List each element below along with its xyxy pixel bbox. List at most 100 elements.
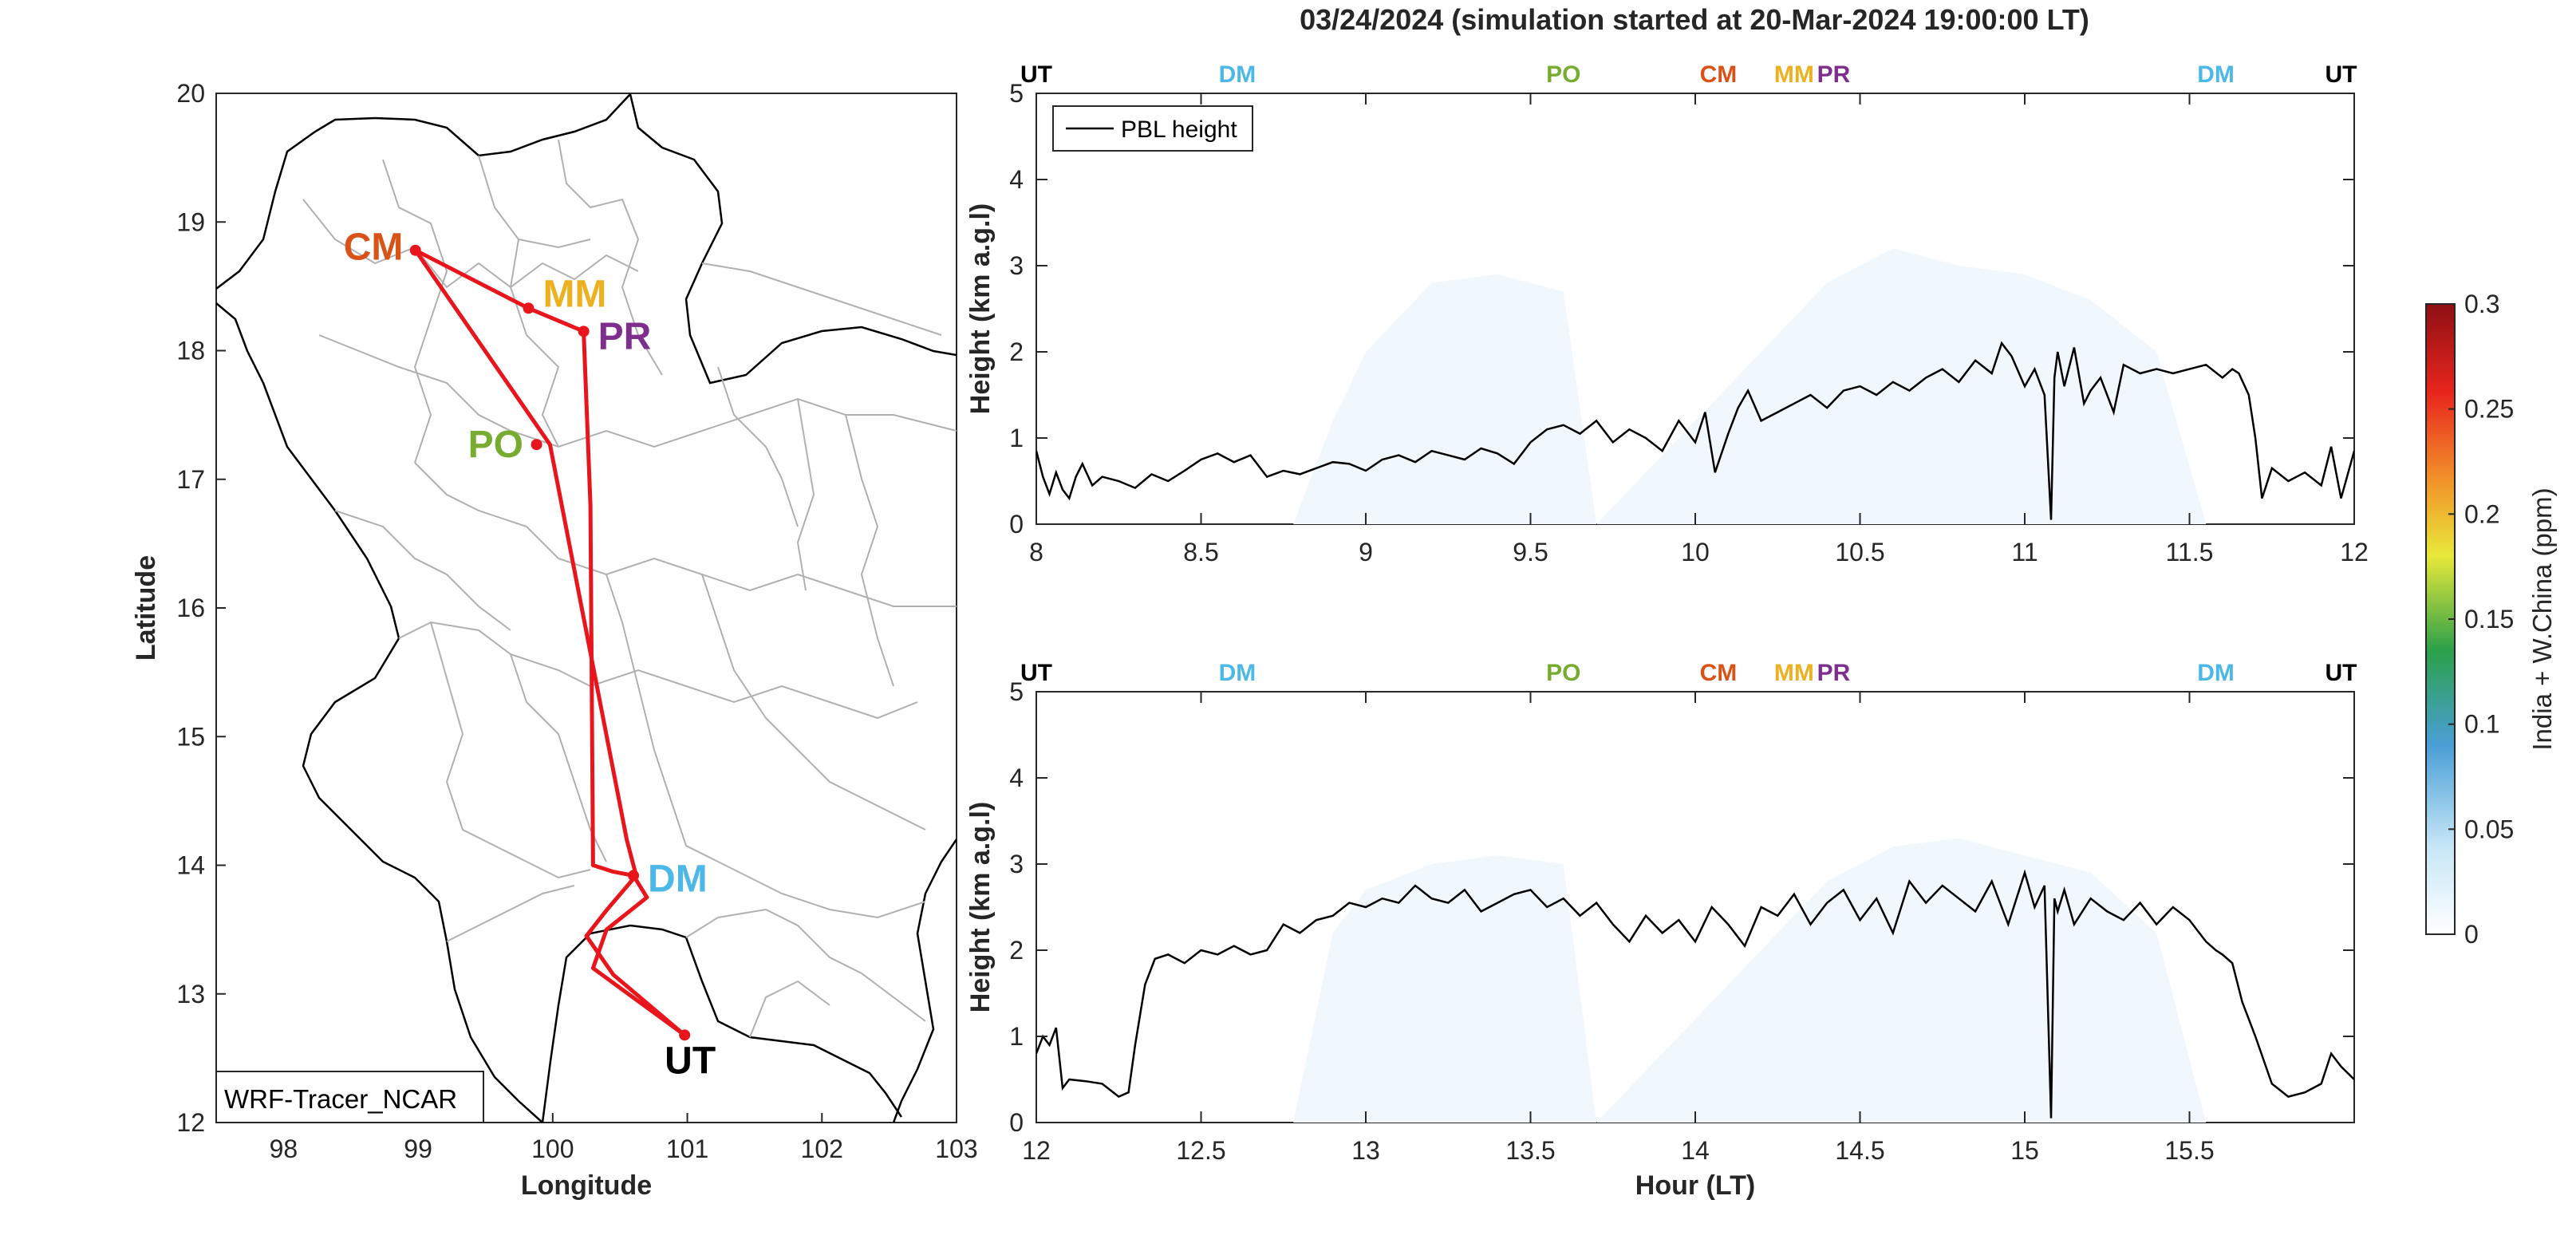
bottom-y-ticks: 0 1 2 3 4 5 [1009,677,2354,1137]
top-x-tick-label: 11.5 [2166,538,2214,566]
top-x-tick-label: 9 [1359,538,1373,566]
map-x-tick-label: 102 [801,1135,843,1163]
map-y-tick-label: 18 [176,337,205,365]
map-y-tick-label: 13 [176,980,205,1008]
top-x-tick-label: 8 [1029,538,1043,566]
top-x-tick-label: 11 [2011,538,2038,566]
top-station-label-pr: PR [1817,61,1851,88]
station-label-cm: CM [344,227,404,269]
top-station-labels: UT DM PO CM MM PR DM UT [1020,61,2357,88]
bottom-x-tick-label: 15 [2010,1136,2039,1165]
colorbar-tick-label: 0.2 [2464,499,2499,528]
bottom-y-tick-label: 4 [1009,764,1024,792]
map-x-tick-label: 103 [935,1135,977,1163]
top-y-label: Height (km a.g.l) [965,203,996,414]
top-x-tick-label: 10 [1681,538,1710,566]
map-y-label: Latitude [131,555,161,661]
top-x-tick-label: 10.5 [1835,538,1884,566]
map-y-tick-label: 19 [176,207,205,236]
bottom-station-label-dm: DM [1219,660,1256,686]
bottom-station-label-dm: DM [2197,660,2235,686]
station-label-dm: DM [648,858,708,900]
station-label-pr: PR [598,315,652,357]
map-x-tick-label: 100 [531,1135,574,1163]
station-label-ut: UT [665,1040,716,1082]
station-marker-ut [679,1029,691,1041]
map-legend-box [215,1071,484,1123]
bottom-tracer-shading [1293,838,2207,1123]
map-y-ticks: 12 13 14 15 16 17 18 19 20 [176,79,226,1137]
top-y-tick-label: 4 [1009,165,1024,194]
bottom-x-tick-label: 15.5 [2164,1136,2214,1165]
top-y-tick-label: 0 [1009,510,1024,539]
bottom-station-label-pr: PR [1817,660,1851,686]
map-y-tick-label: 12 [176,1108,205,1137]
colorbar: 0 0.05 0.1 0.15 0.2 0.25 0.3 India + W.China (… [2425,290,2557,949]
top-y-tick-label: 1 [1009,424,1024,452]
colorbar-label: India + W.China (ppm) [2527,487,2557,750]
top-station-label-cm: CM [1700,61,1738,88]
map-legend-text: WRF-Tracer_NCAR [224,1084,457,1114]
bottom-x-ticks: 12 12.5 13 13.5 14 14.5 15 15.5 [1022,692,2215,1165]
bottom-x-label: Hour (LT) [1635,1170,1755,1201]
colorbar-tick-label: 0.05 [2464,815,2514,843]
bottom-y-tick-label: 2 [1009,936,1024,965]
top-x-tick-label: 9.5 [1513,538,1548,566]
map-y-tick-label: 17 [176,465,205,494]
map-y-tick-label: 14 [176,851,205,880]
colorbar-tick-label: 0 [2464,920,2479,949]
country-border [216,93,957,1123]
top-station-label-dm: DM [2197,61,2235,88]
map-axes-box [215,93,957,1123]
top-x-tick-label: 8.5 [1183,538,1218,566]
bottom-pbl-line [1036,869,2354,1119]
station-marker-mm [523,302,535,314]
map-x-tick-label: 101 [666,1135,708,1163]
top-x-tick-label: 12 [2340,538,2369,566]
bottom-x-tick-label: 12 [1022,1136,1051,1165]
bottom-y-tick-label: 1 [1009,1022,1024,1051]
map-y-tick-label: 15 [176,722,205,751]
top-station-label-ut: UT [1020,61,1052,88]
station-marker-pr [578,326,590,337]
bottom-x-tick-label: 13 [1351,1136,1380,1165]
top-y-ticks: 0 1 2 3 4 5 [1009,79,2354,539]
bottom-station-label-ut: UT [1020,660,1052,686]
map-x-label: Longitude [521,1170,652,1201]
station-marker-cm [409,244,421,256]
bottom-y-tick-label: 0 [1009,1108,1024,1137]
figure-title: 03/24/2024 (simulation started at 20-Mar… [1300,3,2089,36]
map-x-ticks: 98 99 100 101 102 103 [270,1113,978,1163]
colorbar-ticks: 0 0.05 0.1 0.15 0.2 0.25 0.3 [2448,290,2514,949]
top-station-label-mm: MM [1774,61,1814,88]
top-y-tick-label: 2 [1009,337,1024,366]
coastline [541,924,903,1123]
top-station-label-po: PO [1546,61,1580,88]
bottom-x-tick-label: 12.5 [1176,1136,1225,1165]
top-station-label-ut: UT [2325,61,2357,88]
top-legend-label: PBL height [1121,116,1237,143]
bottom-x-tick-label: 14.5 [1835,1136,1884,1165]
bottom-y-tick-label: 3 [1009,850,1024,878]
station-label-po: PO [468,424,523,466]
map-x-tick-label: 99 [404,1135,432,1163]
colorbar-tick-label: 0.3 [2464,290,2499,318]
map-y-tick-label: 20 [176,79,205,108]
top-y-tick-label: 3 [1009,251,1024,280]
bottom-x-tick-label: 14 [1681,1136,1710,1165]
colorbar-tick-label: 0.1 [2464,710,2499,739]
colorbar-tick-label: 0.15 [2464,605,2514,633]
bottom-y-tick-label: 5 [1009,677,1024,706]
bottom-y-label: Height (km a.g.l) [965,802,996,1012]
bottom-station-label-ut: UT [2325,660,2357,686]
station-marker-po [531,439,542,451]
map-y-tick-label: 16 [176,594,205,622]
bottom-station-label-po: PO [1546,660,1580,686]
top-y-tick-label: 5 [1009,79,1024,108]
top-station-label-dm: DM [1219,61,1256,88]
